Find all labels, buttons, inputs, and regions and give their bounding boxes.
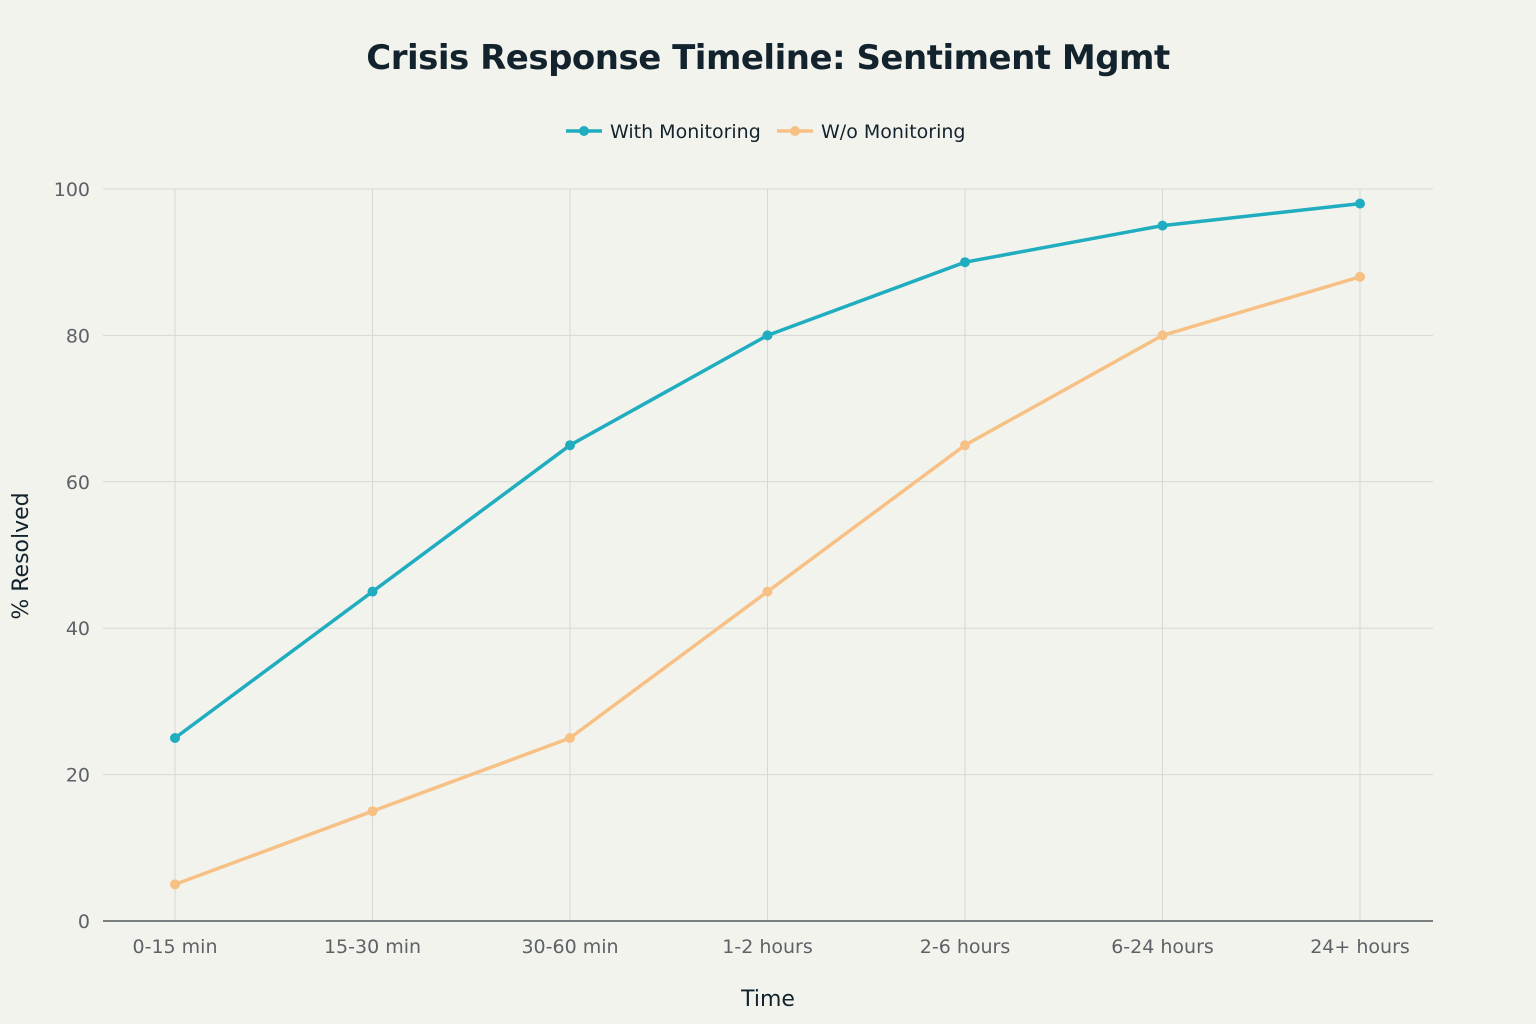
data-point bbox=[1157, 220, 1168, 231]
data-point bbox=[762, 586, 773, 597]
y-tick-label: 40 bbox=[66, 618, 90, 640]
x-tick-label: 30-60 min bbox=[521, 936, 618, 958]
x-tick-label: 6-24 hours bbox=[1111, 936, 1214, 958]
legend: With Monitoring W/o Monitoring bbox=[566, 121, 965, 143]
x-tick-label: 2-6 hours bbox=[920, 936, 1011, 958]
y-tick-label: 100 bbox=[54, 179, 90, 201]
x-tick-label: 15-30 min bbox=[324, 936, 421, 958]
data-point bbox=[367, 586, 378, 597]
data-point bbox=[170, 733, 180, 743]
x-tick-label: 24+ hours bbox=[1310, 936, 1410, 958]
y-tick-label: 0 bbox=[78, 911, 90, 933]
data-point bbox=[565, 733, 575, 743]
legend-label: With Monitoring bbox=[610, 121, 761, 143]
chart-title: Crisis Response Timeline: Sentiment Mgmt bbox=[366, 38, 1170, 78]
x-tick-label: 0-15 min bbox=[133, 936, 218, 958]
axis-layer: 0 20 40 60 80 100 0-15 min 15-30 min 30-60 min 1-… bbox=[54, 179, 1433, 958]
data-point bbox=[762, 330, 773, 341]
data-point bbox=[1157, 330, 1168, 341]
y-axis-title: % Resolved bbox=[9, 492, 34, 619]
data-point bbox=[960, 440, 970, 451]
y-tick-label: 80 bbox=[66, 325, 90, 347]
legend-label: W/o Monitoring bbox=[821, 121, 965, 143]
legend-marker bbox=[790, 126, 800, 136]
data-point bbox=[170, 879, 180, 890]
y-tick-label: 60 bbox=[66, 472, 90, 494]
legend-marker bbox=[579, 126, 589, 136]
y-tick-label: 20 bbox=[66, 765, 90, 787]
data-point bbox=[1355, 198, 1365, 209]
grid-layer bbox=[103, 188, 1433, 921]
data-point bbox=[367, 806, 378, 817]
x-tick-label: 1-2 hours bbox=[722, 936, 813, 958]
data-point bbox=[1355, 271, 1365, 282]
series-layer bbox=[170, 198, 1365, 890]
x-axis-title: Time bbox=[740, 987, 795, 1012]
data-point bbox=[960, 257, 970, 268]
data-point bbox=[565, 440, 575, 451]
